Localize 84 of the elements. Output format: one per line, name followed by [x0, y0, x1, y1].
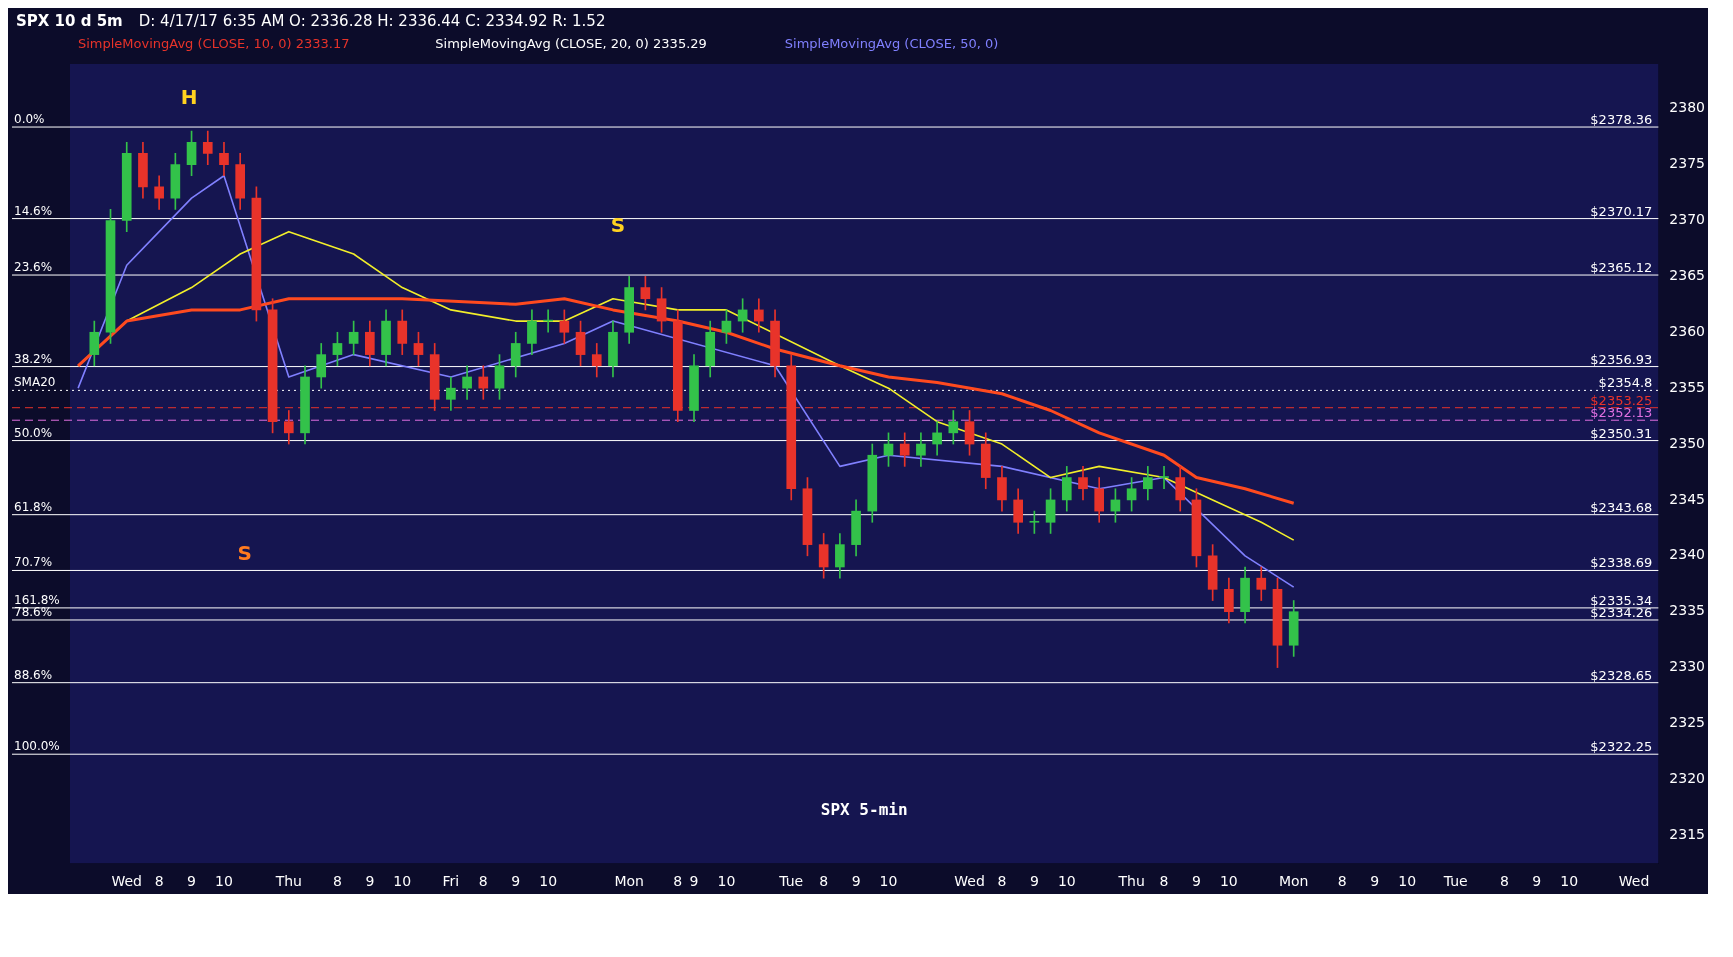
x-tick-label: 8	[997, 873, 1007, 890]
annotation: SPX 5-min	[820, 800, 908, 820]
x-tick-label: 9	[365, 873, 375, 890]
annotation: 23.6%	[14, 260, 53, 275]
x-tick-label: Tue	[1442, 873, 1468, 890]
y-tick-label: 2320	[1669, 770, 1706, 787]
annotation: 88.6%	[14, 667, 53, 682]
annotation: H	[180, 84, 198, 109]
ref-line-label: $2328.65	[1590, 667, 1653, 683]
x-tick-label: Mon	[614, 873, 644, 890]
text: SimpleMovingAvg (CLOSE, 10, 0) 2333.17	[77, 36, 350, 52]
x-tick-label: 9	[1532, 873, 1542, 890]
x-tick-label: 8	[332, 873, 342, 890]
x-tick-label: 10	[393, 873, 412, 890]
x-tick-label: Mon	[1278, 873, 1309, 890]
y-tick-label: 2370	[1669, 211, 1706, 228]
x-tick-label: Tue	[778, 873, 804, 890]
x-tick-label: Thu	[274, 873, 302, 890]
y-tick-label: 2375	[1669, 155, 1706, 172]
ref-line-label: $2370.17	[1590, 203, 1653, 219]
ref-line-label: $2353.25	[1590, 392, 1653, 408]
x-tick-label: 9	[689, 873, 699, 890]
x-tick-label: 9	[1191, 873, 1201, 890]
x-tick-label: 10	[539, 873, 558, 890]
x-tick-label: 10	[1398, 873, 1417, 890]
x-tick-label: 8	[673, 873, 683, 890]
y-tick-label: 2380	[1669, 99, 1706, 116]
x-tick-label: 9	[187, 873, 197, 890]
y-tick-label: 2335	[1669, 602, 1706, 619]
y-tick-label: 2330	[1669, 658, 1706, 675]
chart-subtitle: D: 4/17/17 6:35 AM O: 2336.28 H: 2336.44 C: 2334.92 R: 1.52	[138, 12, 606, 30]
y-tick-label: 2325	[1669, 714, 1706, 731]
x-tick-label: 9	[1029, 873, 1039, 890]
annotation: 38.2%	[14, 351, 53, 366]
x-tick-label: 10	[1219, 873, 1238, 890]
x-tick-label: 8	[154, 873, 164, 890]
x-tick-label: Thu	[1117, 873, 1145, 890]
x-tick-label: 8	[1159, 873, 1169, 890]
y-tick-label: 2345	[1669, 490, 1706, 507]
x-tick-label: 8	[819, 873, 829, 890]
x-tick-label: 10	[1057, 873, 1076, 890]
annotation: 0.0%	[14, 112, 45, 127]
y-tick-label: 2360	[1669, 322, 1706, 339]
text: SimpleMovingAvg (CLOSE, 50, 0)	[784, 36, 999, 52]
x-tick-label: 10	[717, 873, 736, 890]
y-tick-label: 2350	[1669, 434, 1706, 451]
ref-line-label: $2352.13	[1590, 405, 1653, 421]
text: SimpleMovingAvg (CLOSE, 20, 0) 2335.29	[435, 36, 707, 52]
x-tick-label: 10	[879, 873, 898, 890]
ref-line-label: $2338.69	[1590, 555, 1653, 571]
x-tick-label: 8	[478, 873, 488, 890]
y-tick-label: 2365	[1669, 267, 1706, 284]
ref-line-label: $2365.12	[1590, 260, 1653, 276]
annotation: S	[610, 212, 626, 237]
ref-line-label: $2343.68	[1590, 499, 1653, 515]
ref-line-label: $2354.8	[1598, 375, 1653, 391]
y-tick-label: 2315	[1669, 825, 1706, 842]
x-tick-label: Wed	[1618, 873, 1650, 890]
x-tick-label: 10	[215, 873, 233, 890]
y-tick-label: 2355	[1669, 378, 1706, 395]
annotation: 61.8%	[14, 499, 53, 514]
ref-line-label: $2350.31	[1590, 425, 1653, 441]
annotation: 70.7%	[14, 555, 53, 570]
annotation: 14.6%	[14, 203, 53, 218]
y-tick-label: 2340	[1669, 546, 1706, 563]
annotation: S	[237, 540, 252, 565]
ref-line-label: $2378.36	[1590, 112, 1653, 128]
annotation: SMA20	[14, 375, 56, 390]
chart-title: SPX 10 d 5m	[16, 12, 123, 30]
x-tick-label: 9	[851, 873, 861, 890]
annotation: 50.0%	[14, 425, 53, 440]
x-tick-label: 9	[1370, 873, 1380, 890]
annotation: 161.8%	[14, 592, 60, 607]
x-tick-label: 8	[1499, 873, 1509, 890]
x-tick-label: 9	[511, 873, 521, 890]
annotation: 100.0%	[14, 739, 60, 754]
x-tick-label: Fri	[442, 873, 460, 890]
ref-line-label: $2356.93	[1590, 351, 1653, 367]
x-tick-label: Wed	[954, 873, 985, 890]
x-tick-label: Wed	[111, 873, 142, 890]
annotation: 78.6%	[14, 604, 53, 619]
x-tick-label: 10	[1560, 873, 1579, 890]
x-tick-label: 8	[1337, 873, 1347, 890]
ref-line-label: $2322.25	[1590, 739, 1653, 755]
